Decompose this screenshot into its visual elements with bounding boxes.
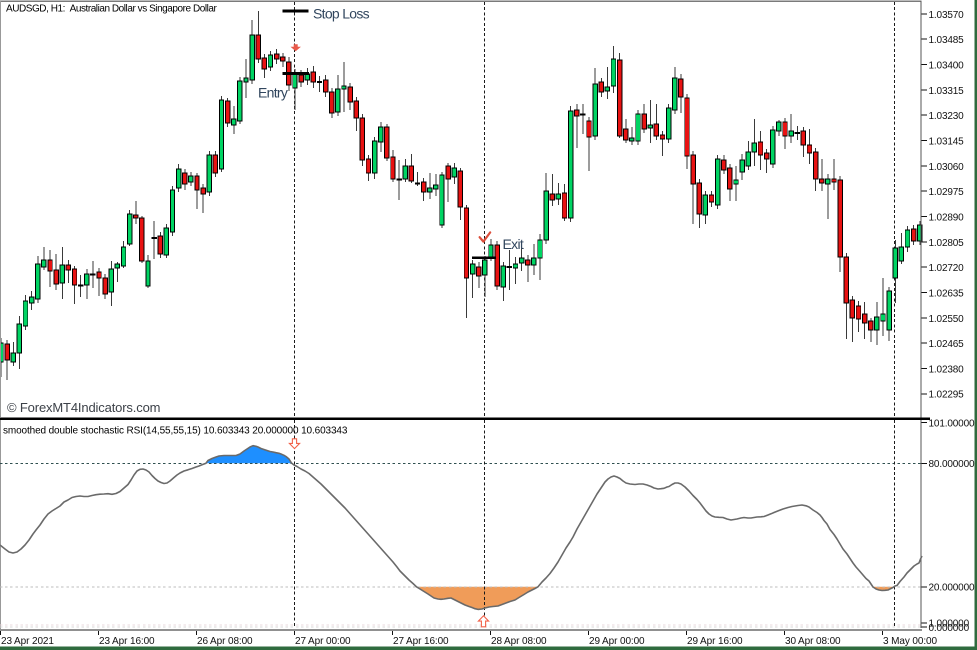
svg-text:101.000000: 101.000000 — [929, 418, 977, 429]
svg-text:Stop Loss: Stop Loss — [313, 6, 370, 22]
svg-text:1.02720: 1.02720 — [929, 263, 965, 274]
svg-text:29 Apr 16:00: 29 Apr 16:00 — [687, 636, 743, 647]
svg-text:1.03570: 1.03570 — [929, 10, 965, 21]
svg-text:1.03145: 1.03145 — [929, 136, 965, 147]
svg-text:1.02635: 1.02635 — [929, 288, 965, 299]
svg-text:29 Apr 00:00: 29 Apr 00:00 — [589, 636, 645, 647]
svg-text:1.000000: 1.000000 — [929, 619, 970, 630]
svg-text:1.02805: 1.02805 — [929, 238, 965, 249]
svg-text:20.000000: 20.000000 — [929, 583, 976, 594]
svg-text:26 Apr 08:00: 26 Apr 08:00 — [197, 636, 253, 647]
svg-text:80.000000: 80.000000 — [929, 459, 976, 470]
svg-text:1.03230: 1.03230 — [929, 111, 965, 122]
svg-text:1.02465: 1.02465 — [929, 339, 965, 350]
svg-text:1.03485: 1.03485 — [929, 35, 965, 46]
svg-text:1.03315: 1.03315 — [929, 86, 965, 97]
svg-text:3 May 00:00: 3 May 00:00 — [883, 636, 937, 647]
svg-text:30 Apr 08:00: 30 Apr 08:00 — [785, 636, 841, 647]
svg-text:© ForexMT4Indicators.com: © ForexMT4Indicators.com — [7, 400, 160, 415]
svg-text:27 Apr 16:00: 27 Apr 16:00 — [393, 636, 449, 647]
svg-text:1.02890: 1.02890 — [929, 212, 965, 223]
svg-text:28 Apr 08:00: 28 Apr 08:00 — [491, 636, 547, 647]
svg-text:1.02380: 1.02380 — [929, 364, 965, 375]
svg-text:Exit: Exit — [503, 236, 524, 252]
svg-text:1.03060: 1.03060 — [929, 162, 965, 173]
svg-text:23 Apr 2021: 23 Apr 2021 — [1, 636, 54, 647]
svg-text:0.000000: 0.000000 — [929, 623, 970, 634]
svg-text:smoothed double stochastic RSI: smoothed double stochastic RSI(14,55,55,… — [3, 426, 348, 437]
svg-text:1.03400: 1.03400 — [929, 61, 965, 72]
svg-text:23 Apr 16:00: 23 Apr 16:00 — [99, 636, 155, 647]
svg-text:Entry: Entry — [258, 85, 288, 101]
svg-text:1.02550: 1.02550 — [929, 314, 965, 325]
svg-text:27 Apr 00:00: 27 Apr 00:00 — [295, 636, 351, 647]
svg-text:1.02295: 1.02295 — [929, 390, 965, 401]
svg-text:AUDSGD, H1: Australian Dollar: AUDSGD, H1: Australian Dollar vs Singapo… — [6, 4, 217, 15]
svg-text:1.02975: 1.02975 — [929, 187, 965, 198]
